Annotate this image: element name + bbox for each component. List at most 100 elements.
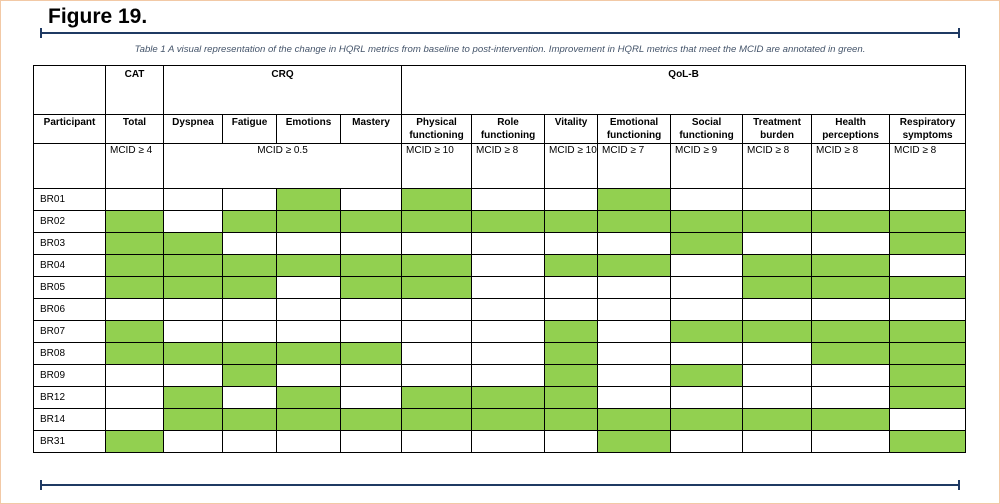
not-improved-cell	[163, 320, 223, 343]
mcid-physical-functioning: MCID ≥ 10	[401, 143, 473, 189]
table-caption: Table 1 A visual representation of the c…	[134, 44, 866, 55]
not-improved-cell	[811, 386, 891, 409]
not-improved-cell	[597, 364, 672, 387]
not-improved-cell	[222, 232, 277, 255]
improved-cell	[889, 320, 967, 343]
top-rule	[40, 28, 960, 38]
not-improved-cell	[670, 254, 744, 277]
not-improved-cell	[222, 320, 277, 343]
col-header-vitality: Vitality	[544, 114, 599, 144]
improved-cell	[889, 276, 967, 299]
not-improved-cell	[222, 298, 277, 321]
table-row: BR07	[33, 320, 967, 343]
improved-cell	[339, 276, 403, 299]
improved-cell	[811, 320, 891, 343]
not-improved-cell	[471, 364, 546, 387]
not-improved-cell	[670, 430, 744, 453]
not-improved-cell	[742, 342, 813, 365]
improved-cell	[105, 232, 164, 255]
table-row: BR08	[33, 342, 967, 365]
not-improved-cell	[401, 342, 473, 365]
participant-id: BR08	[33, 342, 106, 365]
improved-cell	[222, 408, 277, 431]
table-row: BR01	[33, 188, 967, 211]
not-improved-cell	[471, 320, 546, 343]
improved-cell	[597, 254, 672, 277]
improved-cell	[670, 408, 744, 431]
not-improved-cell	[544, 232, 599, 255]
bottom-rule	[40, 480, 960, 490]
not-improved-cell	[105, 386, 164, 409]
figure-title: Figure 19.	[48, 5, 148, 28]
improved-cell	[401, 276, 473, 299]
improved-cell	[544, 364, 599, 387]
not-improved-cell	[889, 254, 967, 277]
participant-id: BR02	[33, 210, 106, 233]
improved-cell	[105, 254, 164, 277]
col-header-participant: Participant	[33, 114, 106, 144]
improved-cell	[163, 386, 223, 409]
not-improved-cell	[163, 298, 223, 321]
table-row: BR02	[33, 210, 967, 233]
not-improved-cell	[339, 386, 403, 409]
improved-cell	[544, 320, 599, 343]
improved-cell	[276, 254, 341, 277]
improved-cell	[544, 210, 599, 233]
improved-cell	[670, 210, 744, 233]
not-improved-cell	[276, 430, 341, 453]
table-row: BR12	[33, 386, 967, 409]
col-header-dyspnea: Dyspnea	[163, 114, 223, 144]
improved-cell	[401, 188, 473, 211]
mcid-crq: MCID ≥ 0.5	[162, 143, 403, 189]
not-improved-cell	[670, 342, 744, 365]
mcid-treatment-burden: MCID ≥ 8	[742, 143, 813, 189]
header-blank	[33, 65, 106, 115]
improved-cell	[163, 254, 223, 277]
improved-cell	[889, 232, 967, 255]
improved-cell	[471, 386, 546, 409]
improved-cell	[276, 408, 341, 431]
mcid-vitality: MCID ≥ 10	[544, 143, 599, 189]
not-improved-cell	[339, 430, 403, 453]
improved-cell	[544, 342, 599, 365]
improved-cell	[105, 342, 164, 365]
improved-cell	[670, 320, 744, 343]
not-improved-cell	[222, 430, 277, 453]
participant-id: BR09	[33, 364, 106, 387]
col-header-emotional-functioning: Emotional functioning	[597, 114, 672, 144]
improved-cell	[597, 188, 672, 211]
hqrl-table: CAT CRQ QoL-B Participant Total Dyspnea …	[33, 65, 967, 453]
improved-cell	[544, 254, 599, 277]
not-improved-cell	[105, 188, 164, 211]
col-header-cat-total: Total	[105, 114, 164, 144]
improved-cell	[471, 408, 546, 431]
not-improved-cell	[163, 188, 223, 211]
not-improved-cell	[339, 232, 403, 255]
col-header-emotions: Emotions	[276, 114, 341, 144]
improved-cell	[670, 364, 744, 387]
improved-cell	[163, 342, 223, 365]
not-improved-cell	[811, 188, 891, 211]
not-improved-cell	[471, 254, 546, 277]
improved-cell	[597, 210, 672, 233]
not-improved-cell	[597, 386, 672, 409]
not-improved-cell	[401, 364, 473, 387]
improved-cell	[105, 276, 164, 299]
col-header-treatment-burden: Treatment burden	[742, 114, 813, 144]
improved-cell	[889, 364, 967, 387]
improved-cell	[889, 430, 967, 453]
improved-cell	[163, 276, 223, 299]
participant-id: BR03	[33, 232, 106, 255]
mcid-row: MCID ≥ 4 MCID ≥ 0.5 MCID ≥ 10 MCID ≥ 8 M…	[33, 143, 967, 189]
table-body: BR01 BR02 BR03 BR04 BR05 BR06 BR07 BR08 BR09 BR12…	[33, 188, 967, 453]
not-improved-cell	[889, 408, 967, 431]
improved-cell	[105, 320, 164, 343]
not-improved-cell	[471, 232, 546, 255]
mcid-respiratory-symptoms: MCID ≥ 8	[889, 143, 967, 189]
not-improved-cell	[276, 298, 341, 321]
not-improved-cell	[544, 298, 599, 321]
column-header-row: Participant Total Dyspnea Fatigue Emotio…	[33, 114, 967, 144]
table-row: BR31	[33, 430, 967, 453]
not-improved-cell	[401, 298, 473, 321]
improved-cell	[339, 254, 403, 277]
